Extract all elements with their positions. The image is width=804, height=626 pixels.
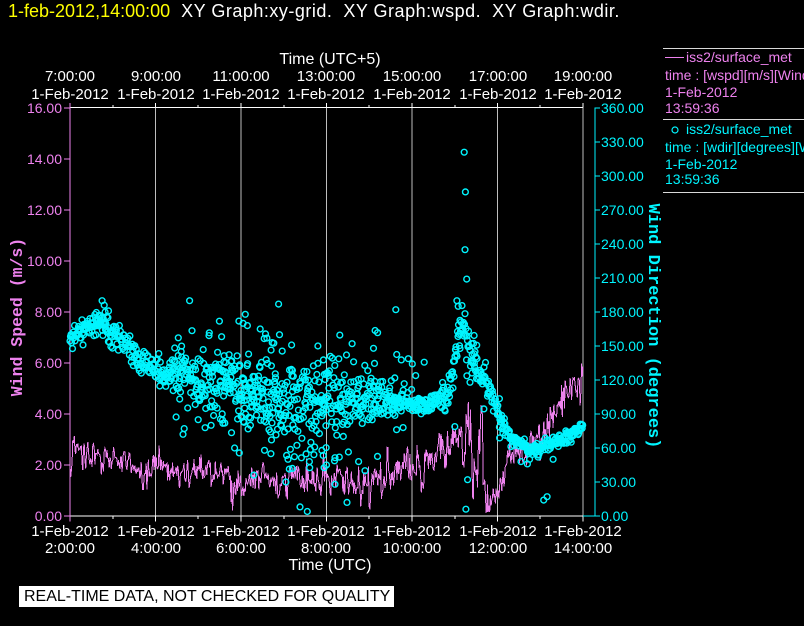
svg-text:1-Feb-2012: 1-Feb-2012 xyxy=(665,156,738,172)
svg-text:1-Feb-2012: 1-Feb-2012 xyxy=(31,523,109,540)
svg-text:Time (UTC+5): Time (UTC+5) xyxy=(279,51,380,68)
svg-text:120.00: 120.00 xyxy=(601,372,644,388)
svg-text:13:59:36: 13:59:36 xyxy=(665,171,720,187)
svg-text:14.00: 14.00 xyxy=(27,151,62,167)
svg-text:1-Feb-2012: 1-Feb-2012 xyxy=(202,86,280,103)
svg-text:60.00: 60.00 xyxy=(601,440,636,456)
svg-text:360.00: 360.00 xyxy=(601,100,644,116)
svg-text:150.00: 150.00 xyxy=(601,338,644,354)
svg-text:4.00: 4.00 xyxy=(35,406,62,422)
svg-text:REAL-TIME DATA, NOT CHECKED FO: REAL-TIME DATA, NOT CHECKED FOR QUALITY xyxy=(24,588,391,605)
svg-text:1-Feb-2012: 1-Feb-2012 xyxy=(287,523,365,540)
svg-text:270.00: 270.00 xyxy=(601,202,644,218)
svg-text:6:00:00: 6:00:00 xyxy=(216,540,266,557)
svg-text:1-Feb-2012: 1-Feb-2012 xyxy=(117,86,195,103)
svg-text:330.00: 330.00 xyxy=(601,134,644,150)
svg-text:12:00:00: 12:00:00 xyxy=(469,540,527,557)
svg-text:8.00: 8.00 xyxy=(35,304,62,320)
svg-text:2.00: 2.00 xyxy=(35,457,62,473)
svg-text:1-Feb-2012: 1-Feb-2012 xyxy=(665,84,738,100)
svg-text:Wind Direction (degrees): Wind Direction (degrees) xyxy=(643,204,662,449)
svg-text:0.00: 0.00 xyxy=(35,508,62,524)
svg-text:7:00:00: 7:00:00 xyxy=(45,68,95,85)
svg-text:16.00: 16.00 xyxy=(27,100,62,116)
svg-text:1-Feb-2012: 1-Feb-2012 xyxy=(459,86,537,103)
svg-text:2:00:00: 2:00:00 xyxy=(45,540,95,557)
svg-text:30.00: 30.00 xyxy=(601,474,636,490)
svg-text:13:00:00: 13:00:00 xyxy=(297,68,355,85)
svg-text:Wind Speed (m/s): Wind Speed (m/s) xyxy=(8,238,27,396)
svg-text:10:00:00: 10:00:00 xyxy=(383,540,441,557)
svg-text:10.00: 10.00 xyxy=(27,253,62,269)
svg-text:iss2/surface_met: iss2/surface_met xyxy=(686,121,792,137)
svg-text:1-Feb-2012: 1-Feb-2012 xyxy=(287,86,365,103)
svg-text:1-Feb-2012: 1-Feb-2012 xyxy=(544,86,622,103)
svg-text:time : [wdir][degrees][Wind Di: time : [wdir][degrees][Wind Direction] xyxy=(665,139,804,155)
svg-text:240.00: 240.00 xyxy=(601,236,644,252)
svg-text:210.00: 210.00 xyxy=(601,270,644,286)
svg-text:14:00:00: 14:00:00 xyxy=(554,540,612,557)
svg-text:15:00:00: 15:00:00 xyxy=(383,68,441,85)
svg-text:17:00:00: 17:00:00 xyxy=(469,68,527,85)
svg-text:300.00: 300.00 xyxy=(601,168,644,184)
svg-text:time : [wspd][m/s][Wind Speed]: time : [wspd][m/s][Wind Speed] xyxy=(665,67,804,83)
svg-text:19:00:00: 19:00:00 xyxy=(554,68,612,85)
svg-text:8:00:00: 8:00:00 xyxy=(301,540,351,557)
svg-text:13:59:36: 13:59:36 xyxy=(665,100,720,116)
svg-text:iss2/surface_met: iss2/surface_met xyxy=(686,49,792,65)
svg-text:180.00: 180.00 xyxy=(601,304,644,320)
svg-text:1-Feb-2012: 1-Feb-2012 xyxy=(544,523,622,540)
svg-text:0.00: 0.00 xyxy=(601,508,628,524)
svg-text:9:00:00: 9:00:00 xyxy=(131,68,181,85)
svg-text:1-Feb-2012: 1-Feb-2012 xyxy=(373,86,451,103)
svg-text:6.00: 6.00 xyxy=(35,355,62,371)
svg-text:1-Feb-2012: 1-Feb-2012 xyxy=(117,523,195,540)
svg-text:90.00: 90.00 xyxy=(601,406,636,422)
svg-text:12.00: 12.00 xyxy=(27,202,62,218)
svg-text:1-Feb-2012: 1-Feb-2012 xyxy=(31,86,109,103)
svg-text:11:00:00: 11:00:00 xyxy=(212,68,269,85)
svg-text:1-Feb-2012: 1-Feb-2012 xyxy=(373,523,451,540)
svg-text:1-Feb-2012: 1-Feb-2012 xyxy=(202,523,280,540)
svg-text:4:00:00: 4:00:00 xyxy=(131,540,181,557)
svg-text:Time (UTC): Time (UTC) xyxy=(289,557,372,574)
svg-text:1-feb-2012,14:00:00 XY Graph:: 1-feb-2012,14:00:00 XY Graph:xy-grid. XY… xyxy=(8,1,620,21)
svg-text:1-Feb-2012: 1-Feb-2012 xyxy=(459,523,537,540)
